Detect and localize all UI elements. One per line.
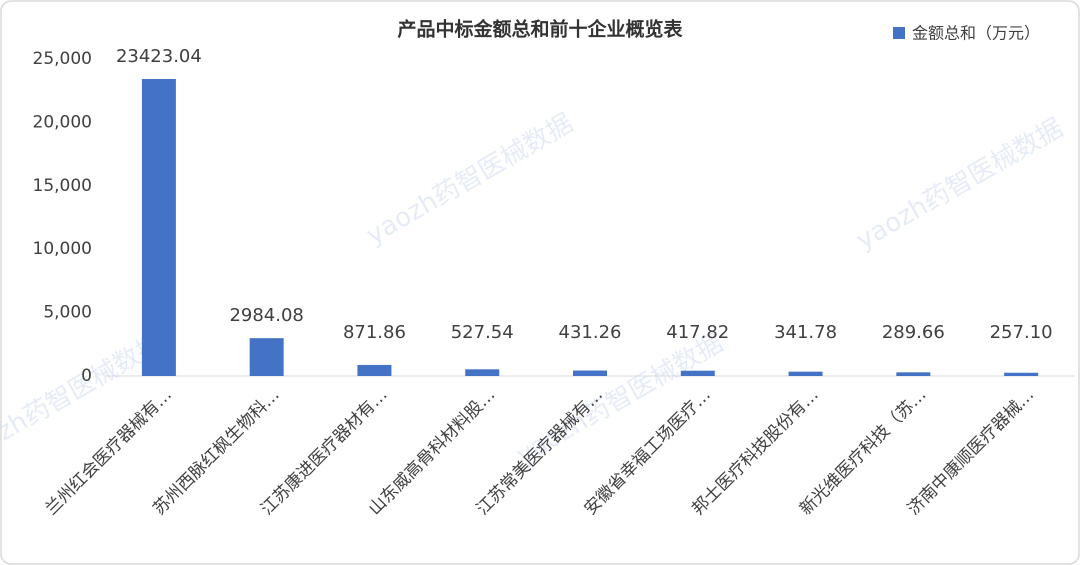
y-tick-label: 25,000 xyxy=(33,49,92,69)
legend-label: 金额总和（万元） xyxy=(912,24,1040,43)
value-label: 23423.04 xyxy=(116,46,202,67)
bar xyxy=(249,338,284,376)
value-label: 289.66 xyxy=(882,322,945,343)
value-label: 341.78 xyxy=(774,322,837,343)
bar xyxy=(357,364,392,376)
value-label: 527.54 xyxy=(451,322,514,343)
value-label: 431.26 xyxy=(559,322,622,343)
value-label: 871.86 xyxy=(343,322,406,343)
bar xyxy=(788,371,823,376)
bar xyxy=(573,370,607,376)
bar xyxy=(141,78,176,376)
value-label: 257.10 xyxy=(990,322,1053,343)
chart-title: 产品中标金额总和前十企业概览表 xyxy=(397,18,683,41)
y-tick-label: 5,000 xyxy=(43,303,92,323)
value-label: 417.82 xyxy=(666,322,729,343)
bar xyxy=(680,370,715,376)
legend-swatch xyxy=(893,27,905,39)
y-tick-label: 0 xyxy=(81,366,92,386)
bar xyxy=(896,372,931,376)
value-label: 2984.08 xyxy=(229,305,303,326)
y-tick-label: 10,000 xyxy=(33,239,92,259)
y-tick-label: 20,000 xyxy=(33,112,92,132)
bar xyxy=(465,369,500,376)
y-tick-label: 15,000 xyxy=(33,176,92,196)
bar xyxy=(1004,372,1039,376)
